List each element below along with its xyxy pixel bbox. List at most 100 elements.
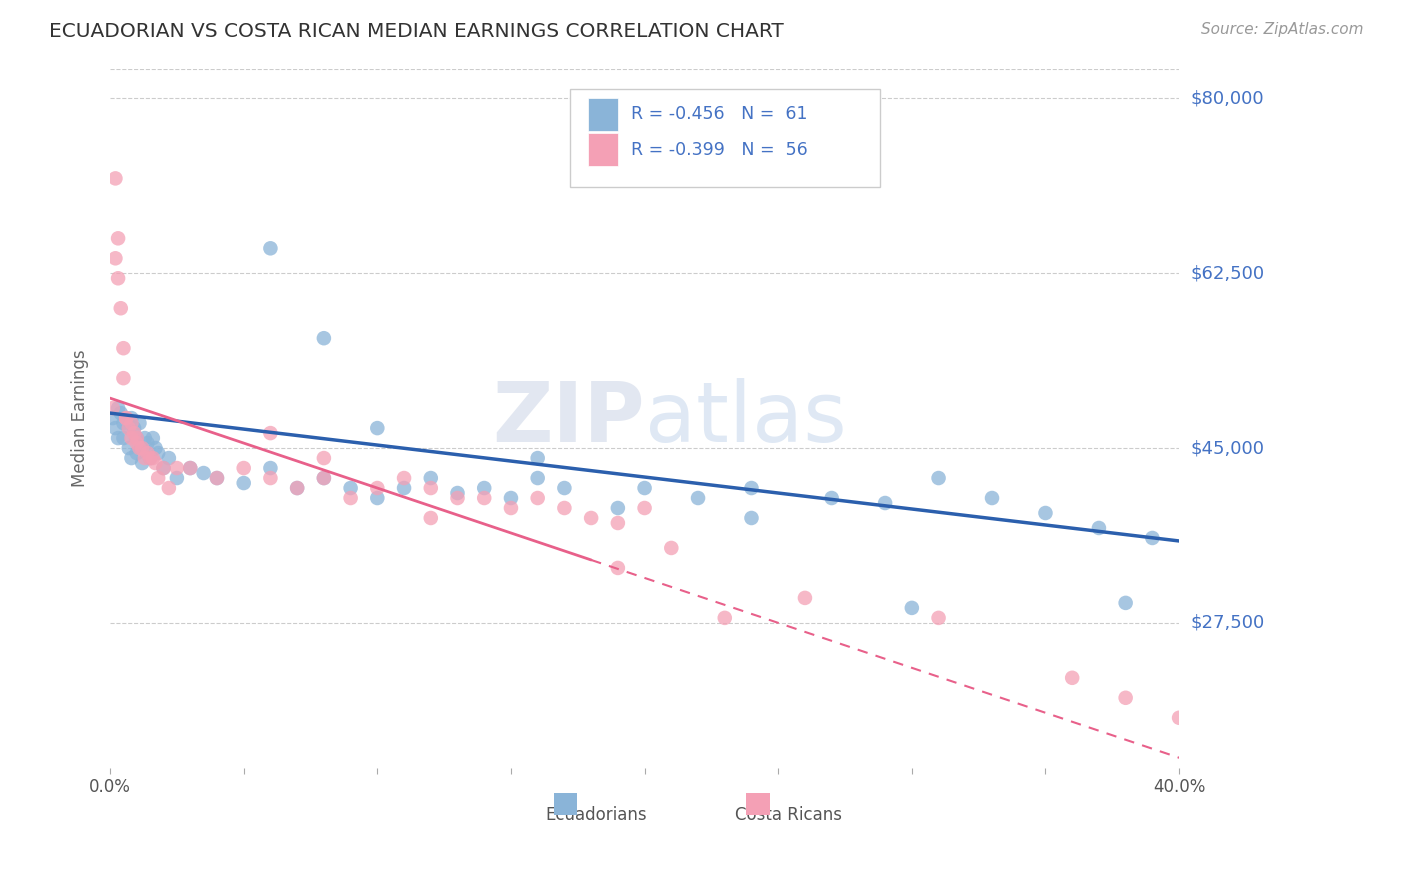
Point	[901, 600, 924, 615]
Text: $45,000: $45,000	[1191, 439, 1264, 457]
Point	[928, 471, 950, 485]
Point	[232, 461, 254, 475]
Point	[1062, 671, 1084, 685]
Point	[125, 431, 148, 445]
Point	[110, 406, 132, 420]
Point	[366, 491, 388, 505]
Point	[112, 431, 135, 445]
Point	[579, 511, 602, 525]
Point	[136, 436, 159, 450]
Point	[526, 491, 548, 505]
Point	[128, 441, 150, 455]
Point	[136, 446, 159, 460]
Point	[259, 241, 281, 255]
Point	[1168, 711, 1191, 725]
Point	[472, 491, 495, 505]
Point	[148, 471, 170, 485]
Point	[101, 411, 124, 425]
Point	[145, 456, 167, 470]
Point	[285, 481, 308, 495]
Point	[446, 491, 468, 505]
Point	[131, 441, 153, 455]
Text: R = -0.399   N =  56: R = -0.399 N = 56	[631, 141, 807, 160]
Point	[125, 436, 148, 450]
FancyBboxPatch shape	[554, 793, 578, 815]
Point	[120, 431, 142, 445]
Point	[606, 561, 628, 575]
Point	[122, 426, 145, 441]
Point	[118, 421, 141, 435]
Point	[821, 491, 844, 505]
Point	[131, 441, 153, 455]
Point	[1142, 531, 1164, 545]
Point	[166, 461, 188, 475]
Point	[446, 486, 468, 500]
Point	[112, 416, 135, 430]
Text: atlas: atlas	[644, 377, 846, 458]
Point	[259, 461, 281, 475]
Text: R = -0.456   N =  61: R = -0.456 N = 61	[631, 105, 807, 123]
Point	[152, 461, 174, 475]
Text: ZIP: ZIP	[492, 377, 644, 458]
Point	[107, 271, 129, 285]
FancyBboxPatch shape	[588, 133, 617, 167]
Text: $27,500: $27,500	[1191, 614, 1264, 632]
Point	[115, 411, 138, 425]
Y-axis label: Median Earnings: Median Earnings	[72, 350, 89, 487]
Point	[205, 471, 228, 485]
Point	[157, 451, 180, 466]
Point	[120, 411, 142, 425]
Point	[633, 481, 655, 495]
FancyBboxPatch shape	[569, 89, 880, 187]
Text: $62,500: $62,500	[1191, 264, 1264, 282]
Point	[472, 481, 495, 495]
Point	[1035, 506, 1057, 520]
Point	[259, 471, 281, 485]
Point	[104, 421, 127, 435]
Point	[142, 451, 165, 466]
Point	[128, 416, 150, 430]
Point	[166, 471, 188, 485]
Point	[145, 441, 167, 455]
Point	[122, 421, 145, 435]
Point	[553, 501, 575, 516]
Point	[157, 481, 180, 495]
Point	[606, 516, 628, 530]
Text: ECUADORIAN VS COSTA RICAN MEDIAN EARNINGS CORRELATION CHART: ECUADORIAN VS COSTA RICAN MEDIAN EARNING…	[49, 22, 785, 41]
Point	[875, 496, 897, 510]
Point	[107, 431, 129, 445]
Point	[131, 456, 153, 470]
Point	[392, 481, 415, 495]
Point	[152, 461, 174, 475]
Point	[134, 451, 156, 466]
FancyBboxPatch shape	[747, 793, 769, 815]
Text: $80,000: $80,000	[1191, 89, 1264, 107]
Point	[312, 331, 335, 345]
Point	[419, 471, 441, 485]
Point	[139, 451, 162, 466]
Point	[1088, 521, 1111, 535]
Point	[633, 501, 655, 516]
Point	[686, 491, 709, 505]
Point	[606, 501, 628, 516]
Point	[312, 471, 335, 485]
Point	[312, 451, 335, 466]
Point	[193, 466, 215, 480]
Point	[115, 411, 138, 425]
Point	[285, 481, 308, 495]
Point	[499, 501, 522, 516]
FancyBboxPatch shape	[588, 98, 617, 131]
Point	[148, 446, 170, 460]
Point	[125, 446, 148, 460]
Point	[259, 426, 281, 441]
Point	[107, 401, 129, 416]
Point	[794, 591, 817, 605]
Point	[392, 471, 415, 485]
Point	[419, 511, 441, 525]
Point	[205, 471, 228, 485]
Text: Source: ZipAtlas.com: Source: ZipAtlas.com	[1201, 22, 1364, 37]
Point	[312, 471, 335, 485]
Point	[115, 411, 138, 425]
Point	[366, 421, 388, 435]
Point	[118, 421, 141, 435]
